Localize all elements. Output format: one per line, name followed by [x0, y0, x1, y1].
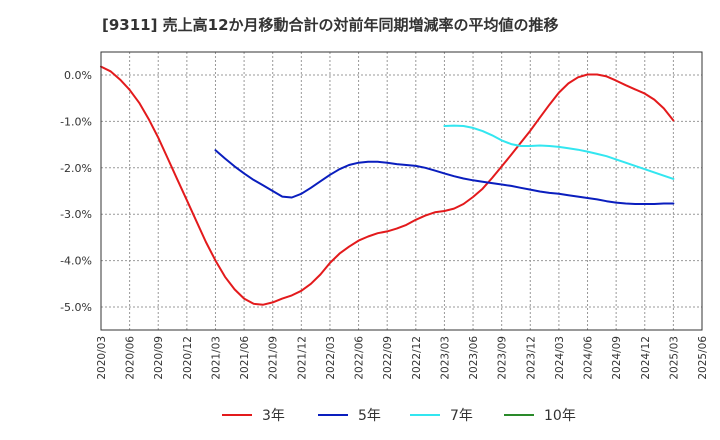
y-tick-label: -5.0% [60, 301, 92, 314]
x-tick-label: 2023/09 [497, 336, 509, 380]
x-tick-label: 2022/12 [411, 336, 423, 380]
legend-item: 10年 [504, 404, 576, 426]
x-tick-label: 2024/12 [640, 336, 652, 380]
x-tick-label: 2022/03 [325, 336, 337, 380]
y-tick-label: 0.0% [64, 69, 92, 82]
series-lines [100, 65, 675, 306]
legend-label: 5年 [358, 408, 381, 424]
legend-swatch [504, 414, 534, 416]
series-line-7年 [443, 124, 675, 180]
x-tick-label: 2020/12 [182, 336, 194, 380]
x-tick-label: 2023/03 [439, 336, 451, 380]
y-tick-label: -3.0% [60, 208, 92, 221]
y-tick-labels: 0.0% -1.0% -2.0% -3.0% -4.0% -5.0% [60, 69, 92, 314]
legend-swatch [222, 414, 252, 416]
x-tick-label: 2020/06 [125, 336, 137, 380]
x-tick-label: 2022/09 [382, 336, 394, 380]
x-tick-label: 2022/06 [354, 336, 366, 380]
plot-frame [100, 51, 703, 331]
legend-swatch [410, 414, 440, 416]
x-tick-label: 2023/06 [468, 336, 480, 380]
x-tick-label: 2021/06 [239, 336, 251, 380]
legend-label: 7年 [450, 408, 473, 424]
series-line-3年 [100, 65, 675, 306]
legend-swatch [318, 414, 348, 416]
legend: 3年 5年 7年 10年 [0, 404, 720, 428]
y-tick-label: -4.0% [60, 255, 92, 268]
x-tick-labels: 2020/03 2020/06 2020/09 2020/12 2021/03 2021/… [96, 336, 709, 380]
series-line-5年 [214, 149, 675, 205]
x-tick-label: 2024/06 [583, 336, 595, 380]
chart-title: [9311] 売上高12か月移動合計の対前年同期増減率の平均値の推移 [102, 16, 559, 34]
y-tick-label: -2.0% [60, 162, 92, 175]
x-tick-label: 2020/09 [153, 336, 165, 380]
x-tick-label: 2025/06 [697, 336, 709, 380]
x-tick-label: 2024/09 [611, 336, 623, 380]
y-tick-label: -1.0% [60, 115, 92, 128]
legend-item: 5年 [318, 404, 381, 426]
x-tick-label: 2020/03 [96, 336, 108, 380]
x-tick-label: 2021/12 [296, 336, 308, 380]
x-tick-label: 2021/09 [268, 336, 280, 380]
legend-label: 10年 [544, 408, 576, 424]
legend-label: 3年 [262, 408, 285, 424]
x-tick-label: 2021/03 [210, 336, 222, 380]
legend-item: 7年 [410, 404, 473, 426]
legend-item: 3年 [222, 404, 285, 426]
grid-lines [101, 52, 702, 330]
x-tick-label: 2023/12 [525, 336, 537, 380]
x-tick-label: 2024/03 [554, 336, 566, 380]
x-tick-label: 2025/03 [668, 336, 680, 380]
